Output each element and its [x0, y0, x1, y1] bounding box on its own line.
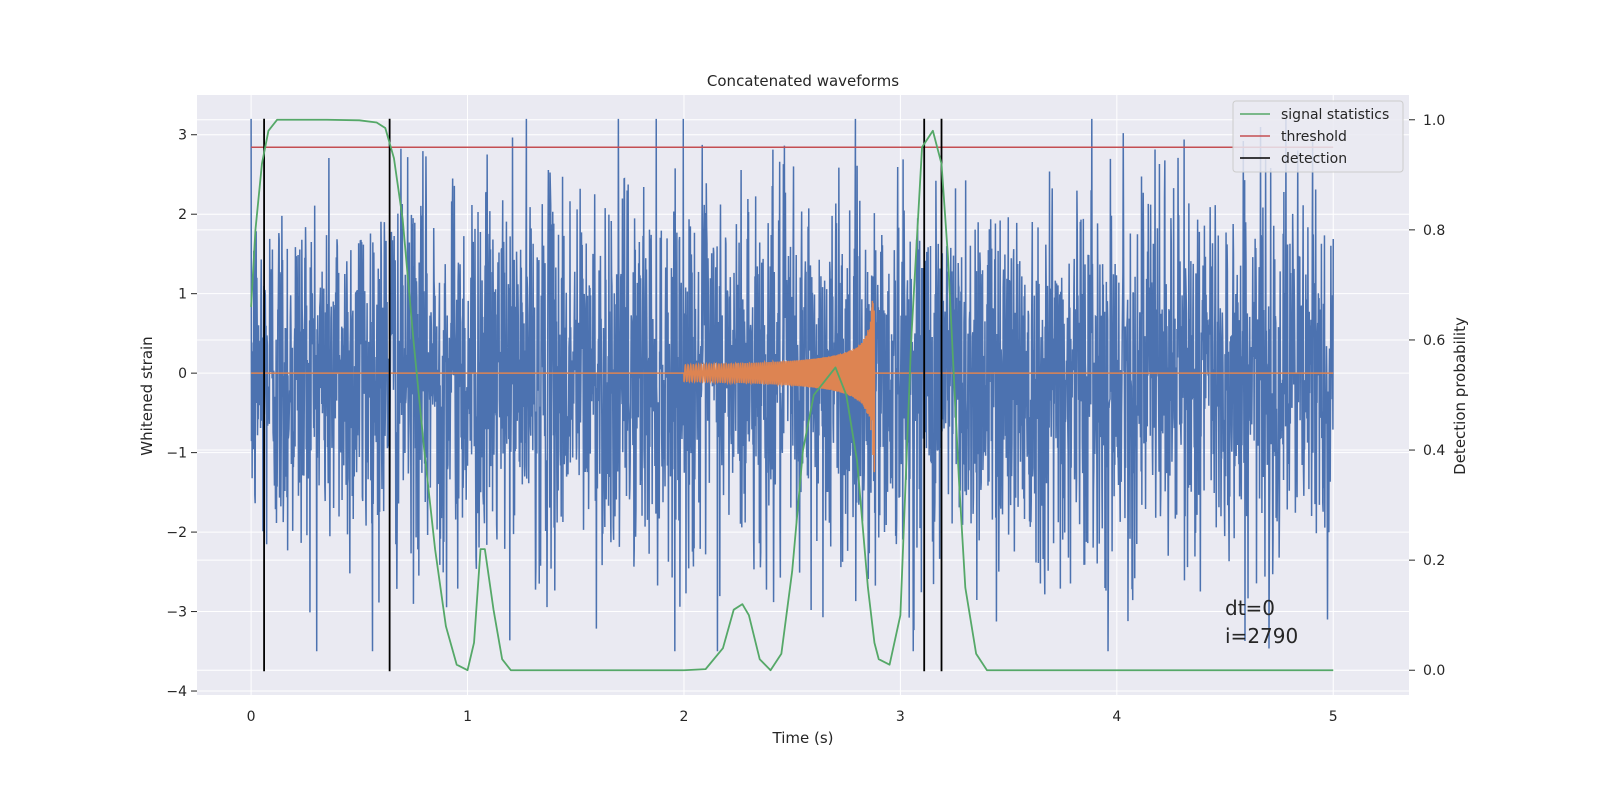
x-tick-label: 4 — [1112, 709, 1121, 725]
y-tick-label: −2 — [166, 525, 187, 541]
legend-label-signal: signal statistics — [1281, 107, 1389, 123]
y2-tick-label: 0.4 — [1423, 443, 1445, 459]
y2-tick-label: 0.2 — [1423, 553, 1445, 569]
x-tick-label: 5 — [1329, 709, 1338, 725]
strain-line — [250, 118, 1334, 652]
legend-box — [1232, 100, 1404, 173]
strain-series — [250, 118, 1334, 652]
y2-axis-label: Detection probability — [1451, 317, 1469, 475]
y-tick-label: 3 — [178, 128, 187, 144]
signal-statistics-line — [250, 118, 1334, 672]
annotation-i: i=2790 — [1225, 624, 1298, 648]
legend: signal statistics threshold detection — [1232, 100, 1404, 173]
template-series — [251, 300, 1334, 473]
detection-lines — [263, 118, 943, 672]
y-tick-label: 0 — [178, 366, 187, 382]
y-tick-label: 1 — [178, 287, 187, 303]
annotation-dt: dt=0 — [1225, 596, 1275, 620]
legend-label-threshold: threshold — [1281, 129, 1347, 145]
x-tick-label: 1 — [463, 709, 472, 725]
y-tick-label: 2 — [178, 207, 187, 223]
y2-tick-label: 1.0 — [1423, 113, 1445, 129]
y2-tick-label: 0.6 — [1423, 333, 1445, 349]
legend-label-detection: detection — [1281, 151, 1347, 167]
ticks: 0 1 2 3 4 5 −4 −3 −2 −1 0 1 2 3 0.0 0.2 0.4 0.6 0.8 1.0 — [166, 113, 1445, 725]
y2-tick-label: 0.0 — [1423, 663, 1445, 679]
chart-title: Concatenated waveforms — [707, 72, 899, 90]
x-tick-label: 0 — [247, 709, 256, 725]
y-tick-label: −3 — [166, 605, 187, 621]
y-tick-label: −4 — [166, 684, 187, 700]
y2-tick-label: 0.8 — [1423, 223, 1445, 239]
x-tick-label: 2 — [680, 709, 689, 725]
y-tick-label: −1 — [166, 446, 187, 462]
x-tick-label: 3 — [896, 709, 905, 725]
signal-statistics-series — [250, 118, 1334, 672]
x-axis-label: Time (s) — [772, 729, 834, 747]
y-axis-label: Whitened strain — [138, 336, 156, 455]
template-line — [251, 300, 1334, 473]
